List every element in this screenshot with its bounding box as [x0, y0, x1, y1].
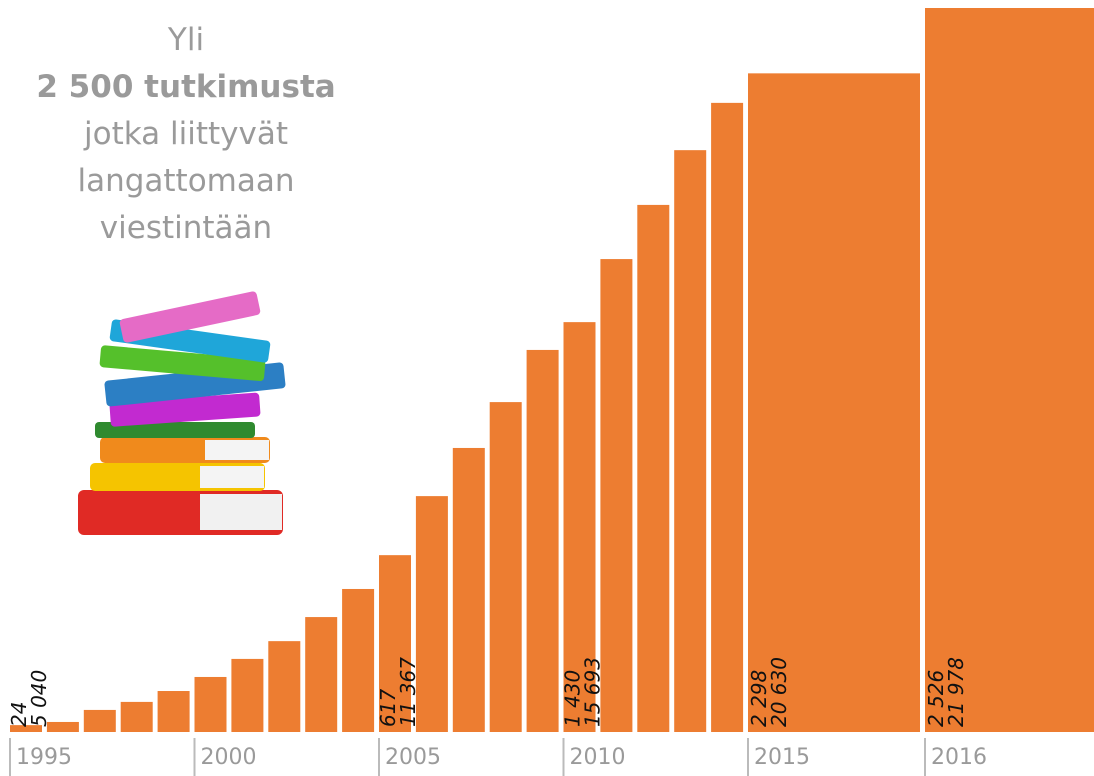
- bar: [600, 259, 632, 732]
- bar: [637, 205, 669, 732]
- books-illustration: [78, 291, 286, 535]
- headline-line: 2 500 tutkimusta: [36, 69, 335, 105]
- bar: [84, 710, 116, 732]
- x-tick-label: 2005: [385, 745, 441, 770]
- bar: [231, 659, 263, 732]
- chart: Yli 2 500 tutkimusta jotka liittyvät langat…: [0, 0, 1094, 776]
- bar: [925, 8, 1094, 732]
- bar: [527, 350, 559, 732]
- bar: [453, 448, 485, 732]
- headline-line: langattomaan: [77, 163, 294, 199]
- secondary-label: 20 630: [767, 657, 791, 727]
- headline-line: viestintään: [100, 210, 272, 246]
- bar: [47, 722, 79, 732]
- bar: [305, 617, 337, 732]
- bar: [158, 691, 190, 732]
- bar: [342, 589, 374, 732]
- bar: [674, 150, 706, 732]
- secondary-label: 5 040: [27, 670, 51, 727]
- bar: [195, 677, 227, 732]
- bar: [711, 103, 743, 732]
- bar: [121, 702, 153, 732]
- bar: [416, 496, 448, 732]
- headline-line: jotka liittyvät: [83, 116, 288, 152]
- x-tick-label: 2015: [754, 745, 810, 770]
- x-tick-label: 2000: [201, 745, 257, 770]
- secondary-label: 21 978: [944, 657, 968, 727]
- headline-line: Yli: [167, 22, 204, 58]
- bar: [268, 641, 300, 732]
- bar: [490, 402, 522, 732]
- x-tick-label: 2016: [931, 745, 987, 770]
- x-tick-label: 2010: [570, 745, 626, 770]
- bar: [748, 73, 920, 732]
- x-tick-label: 1995: [16, 745, 72, 770]
